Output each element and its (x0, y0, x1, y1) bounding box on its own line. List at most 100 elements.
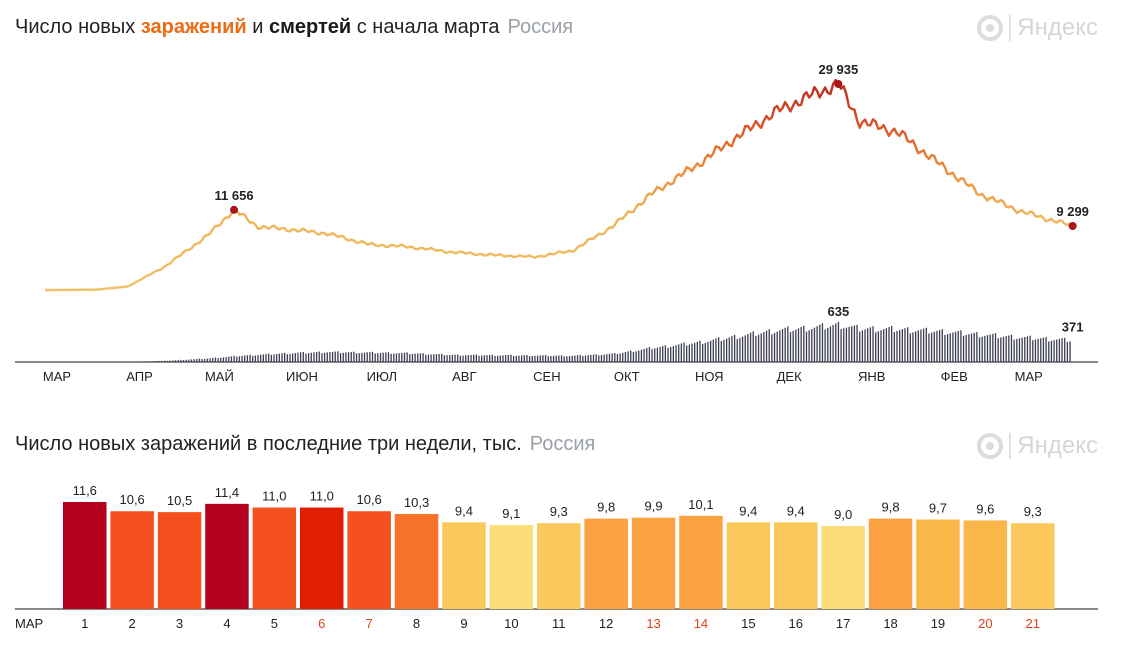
deaths-bar (720, 340, 722, 362)
deaths-bar (656, 347, 659, 362)
deaths-bar (579, 354, 581, 362)
deaths-bar (664, 345, 667, 362)
deaths-bar (856, 324, 858, 362)
deaths-bar (76, 361, 78, 362)
deaths-bar (526, 355, 528, 362)
deaths-bar (904, 328, 906, 362)
deaths-bar (949, 333, 951, 362)
deaths-bar (337, 351, 339, 362)
deaths-bar (688, 344, 690, 362)
deaths-bar (539, 355, 541, 362)
deaths-bar (808, 330, 810, 362)
deaths-bar (371, 351, 374, 362)
deaths-bar (1053, 340, 1055, 362)
deaths-bar (276, 354, 278, 362)
deaths-bar (441, 353, 443, 362)
title-prefix: Число новых (15, 16, 141, 38)
deaths-bar (632, 352, 635, 362)
deaths-bar (204, 358, 206, 362)
bar-value-label: 11,0 (310, 489, 334, 504)
deaths-bar (52, 361, 54, 362)
deaths-bar (776, 331, 778, 362)
deaths-bar (273, 354, 275, 362)
deaths-bar (1042, 337, 1045, 362)
month-tick-label: ОКТ (614, 369, 640, 384)
deaths-bar (901, 329, 903, 362)
infections-peak-marker (230, 205, 239, 214)
day-tick-label: 18 (883, 616, 897, 631)
bar-value-label: 9,4 (455, 503, 473, 518)
deaths-bar (92, 361, 94, 362)
deaths-bar (1066, 341, 1069, 362)
day-tick-label: 19 (931, 616, 945, 631)
deaths-bar (805, 331, 808, 362)
deaths-bar (361, 352, 363, 362)
deaths-bar (976, 332, 978, 362)
deaths-bar (486, 355, 488, 362)
deaths-bar (523, 355, 525, 362)
deaths-bar (1024, 337, 1026, 362)
deaths-bar (552, 355, 555, 362)
deaths-bar (409, 354, 411, 362)
day-tick-label: 8 (413, 616, 420, 631)
deaths-bar (643, 348, 645, 362)
daily-bar (774, 522, 818, 609)
deaths-bar (728, 337, 730, 362)
deaths-bar (994, 333, 997, 362)
deaths-bar (709, 340, 712, 362)
deaths-bar (1016, 338, 1018, 362)
deaths-bar (704, 342, 706, 362)
deaths-bar (65, 361, 67, 362)
bar-value-label: 9,1 (502, 506, 520, 521)
deaths-bar (417, 353, 419, 362)
deaths-bar (241, 355, 243, 362)
daily-bar (868, 518, 913, 609)
deaths-bar (739, 337, 741, 362)
deaths-bar (725, 338, 728, 362)
deaths-bar (888, 327, 890, 362)
deaths-bar (249, 354, 251, 362)
deaths-bar (286, 354, 288, 362)
deaths-bar (262, 354, 265, 362)
deaths-bar (281, 353, 283, 362)
deaths-bar (835, 323, 837, 362)
deaths-bar (978, 337, 981, 362)
deaths-bar (145, 361, 147, 362)
deaths-bar (73, 361, 75, 362)
deaths-bar (757, 334, 760, 362)
deaths-bar (105, 361, 107, 362)
daily-bar (394, 513, 439, 609)
deaths-bar (377, 353, 379, 362)
deaths-bar (318, 351, 320, 362)
deaths-bar (84, 361, 86, 362)
deaths-bar (973, 332, 975, 362)
deaths-bar (699, 340, 701, 362)
deaths-bar (909, 333, 911, 362)
deaths-bar (252, 355, 254, 362)
deaths-bar (744, 335, 746, 362)
deaths-bar (867, 328, 869, 362)
yandex-logo[interactable]: Яндекс (977, 14, 1098, 42)
deaths-bar (97, 361, 99, 362)
deaths-bar (89, 361, 91, 362)
deaths-bar (81, 361, 83, 362)
month-tick-label: МАР (1015, 369, 1043, 384)
deaths-bar (1008, 335, 1010, 362)
deaths-bar (214, 357, 217, 362)
yandex-logo[interactable]: Яндекс (977, 432, 1098, 460)
deaths-bar (723, 339, 725, 362)
deaths-bar (329, 352, 331, 362)
deaths-bar (177, 360, 179, 362)
bar-value-label: 11,4 (215, 485, 239, 500)
deaths-bar (893, 332, 895, 362)
deaths-bar (1069, 341, 1071, 362)
deaths-bar (896, 331, 898, 362)
deaths-bar (922, 328, 925, 362)
deaths-bar (225, 357, 227, 362)
deaths-bar (827, 327, 829, 362)
deaths-bar (962, 335, 965, 362)
deaths-bar (1058, 338, 1061, 362)
deaths-bar (515, 355, 517, 362)
deaths-bar (933, 331, 935, 362)
